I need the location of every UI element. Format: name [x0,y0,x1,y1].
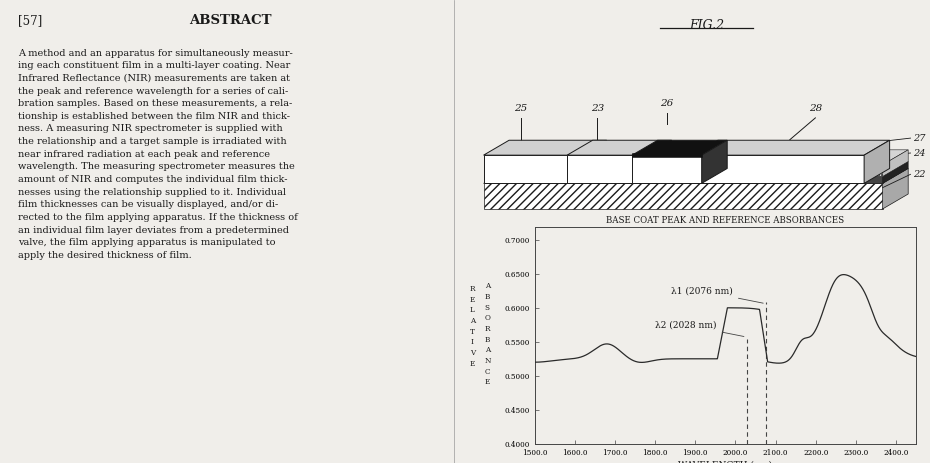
Text: 26: 26 [660,99,673,108]
Text: A
B
S
O
R
B
A
N
C
E: A B S O R B A N C E [485,282,490,387]
Text: 24: 24 [913,149,925,157]
Polygon shape [701,140,727,183]
Polygon shape [567,140,671,155]
Polygon shape [864,140,890,183]
Polygon shape [581,140,606,183]
Text: 27: 27 [913,134,925,143]
Polygon shape [632,155,701,183]
Text: 22: 22 [913,170,925,179]
Text: A method and an apparatus for simultaneously measur-
ing each constituent film i: A method and an apparatus for simultaneo… [18,49,298,260]
Text: FIG.2: FIG.2 [689,19,724,32]
Polygon shape [693,140,890,155]
Polygon shape [567,155,646,183]
Polygon shape [883,169,909,209]
Polygon shape [693,155,864,183]
Title: BASE COAT PEAK AND REFERENCE ABSORBANCES: BASE COAT PEAK AND REFERENCE ABSORBANCES [606,216,844,225]
Text: ABSTRACT: ABSTRACT [189,14,272,27]
Polygon shape [484,183,883,209]
Polygon shape [632,153,701,157]
Text: R
E
L
A
T
I
V
E: R E L A T I V E [470,285,475,368]
X-axis label: WAVELENGTH (nm): WAVELENGTH (nm) [678,460,773,463]
Polygon shape [623,162,909,176]
Polygon shape [632,140,727,155]
Text: 23: 23 [591,104,604,113]
Polygon shape [883,150,909,176]
Polygon shape [484,140,606,155]
Polygon shape [623,165,883,176]
Text: 28: 28 [809,104,822,113]
Text: λ1 (2076 nm): λ1 (2076 nm) [671,287,764,303]
Polygon shape [484,155,581,183]
Text: [57]: [57] [18,14,43,27]
Text: 25: 25 [514,104,527,113]
Polygon shape [623,176,883,183]
Polygon shape [623,150,909,165]
Polygon shape [484,169,909,183]
Polygon shape [646,140,671,183]
Text: λ2 (2028 nm): λ2 (2028 nm) [655,320,744,337]
Polygon shape [883,162,909,183]
